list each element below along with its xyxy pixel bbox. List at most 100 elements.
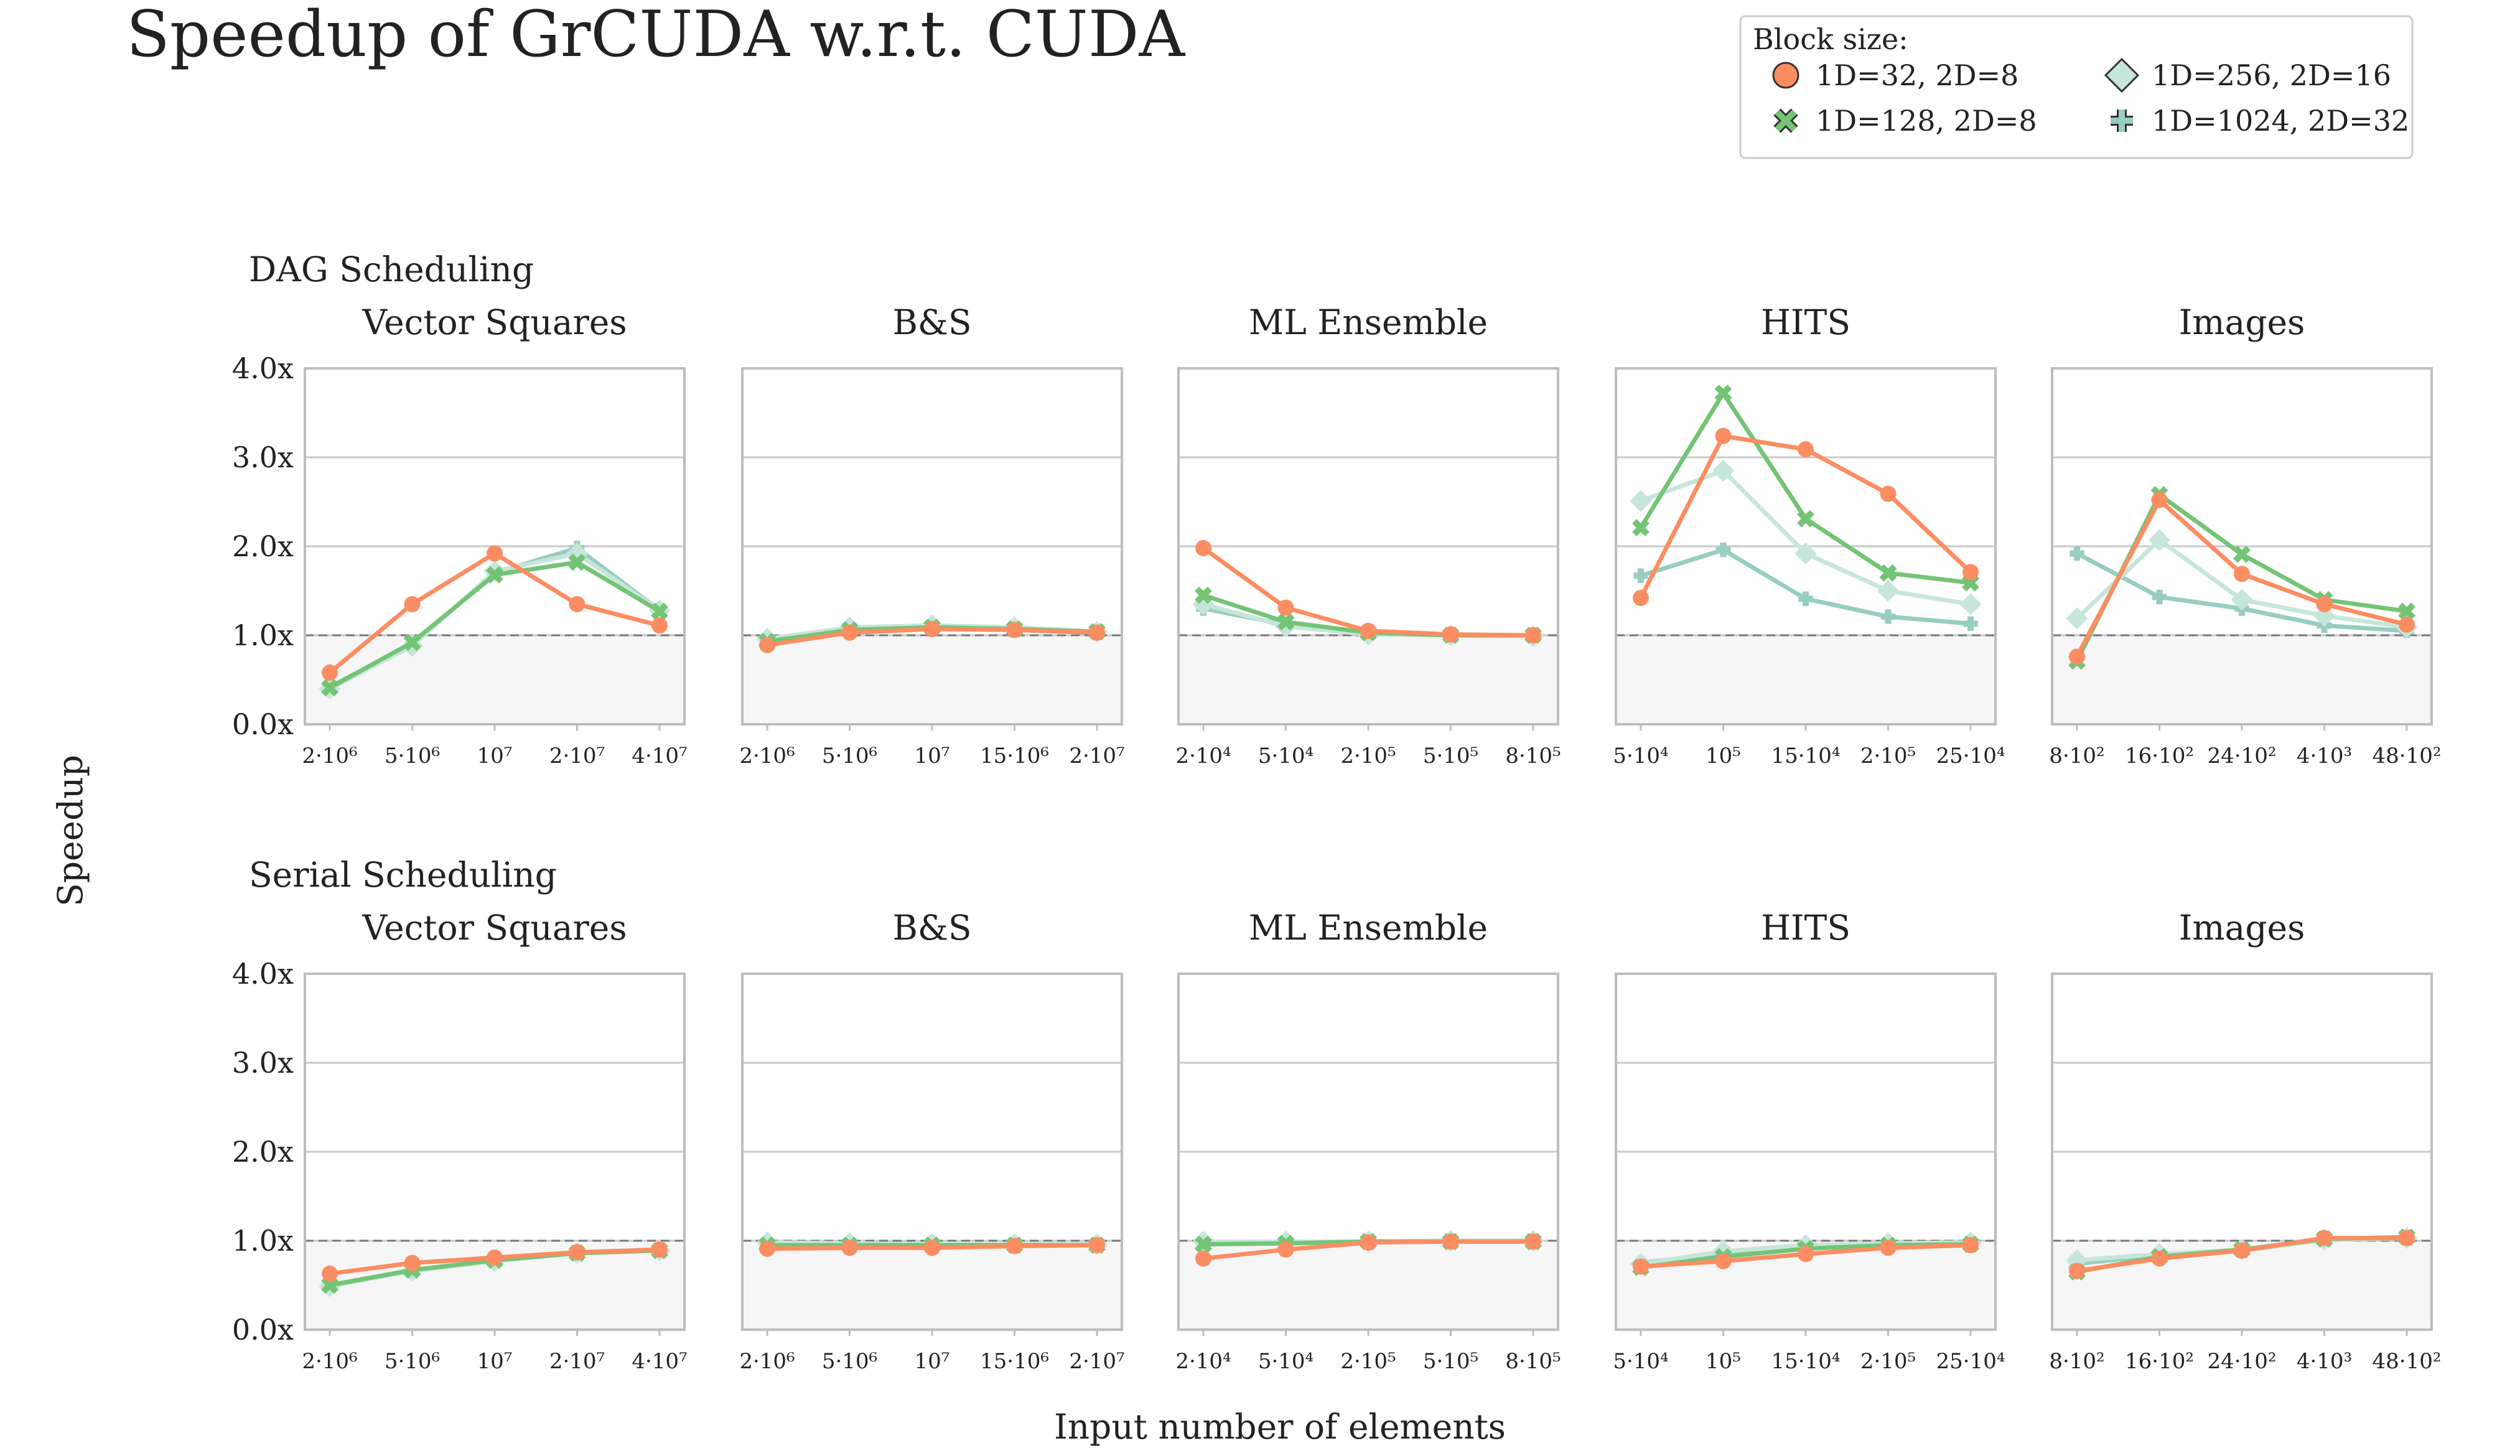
- data-point: [1633, 589, 1649, 606]
- data-point: [487, 1249, 503, 1266]
- panel: ML Ensemble 2·10⁴ 5·10⁴ 2·10⁵ 5·10⁵ 8·10⁵: [1175, 908, 1561, 1374]
- y-tick-label: 3.0x: [232, 1046, 294, 1080]
- data-point: [1632, 519, 1650, 536]
- x-tick-label: 25·10⁴: [1936, 744, 2005, 768]
- panel-title: B&S: [892, 908, 971, 948]
- data-point: [1195, 586, 1212, 604]
- data-point: [2399, 616, 2415, 633]
- x-tick-label: 2·10⁷: [549, 744, 605, 768]
- x-tick-label: 5·10⁵: [1423, 1349, 1478, 1374]
- x-tick-label: 5·10⁴: [1613, 1349, 1668, 1374]
- data-point: [1880, 485, 1897, 502]
- data-point: [1633, 1258, 1649, 1275]
- series-line: [1640, 468, 1971, 607]
- y-tick-label: 2.0x: [232, 1135, 294, 1169]
- data-point: [1712, 459, 1735, 482]
- data-point: [1360, 1234, 1376, 1251]
- data-point: [2070, 546, 2084, 561]
- panel-title: Images: [2179, 908, 2305, 948]
- data-point: [1277, 599, 1294, 616]
- legend-label: 1D=1024, 2D=32: [2152, 104, 2409, 138]
- x-tick-label: 8·10²: [2049, 744, 2104, 768]
- legend-box: [1739, 15, 2414, 159]
- data-point: [924, 1239, 940, 1256]
- data-point: [404, 595, 421, 612]
- data-point: [1880, 1239, 1897, 1256]
- data-point: [2069, 648, 2085, 665]
- data-point: [651, 617, 668, 634]
- data-point: [322, 665, 338, 681]
- legend: Block size:1D=32, 2D=8 1D=128, 2D=8 1D=256…: [1739, 15, 2414, 159]
- x-tick-label: 5·10⁶: [385, 1349, 440, 1374]
- data-point: [1962, 564, 1979, 581]
- data-point: [1277, 613, 1295, 631]
- data-point: [2152, 589, 2167, 605]
- data-point: [1959, 593, 1982, 615]
- x-tick-label: 4·10⁷: [632, 1349, 687, 1374]
- data-point: [1360, 622, 1376, 639]
- y-axis-label: Speedup: [50, 755, 90, 907]
- x-tick-label: 8·10⁵: [1505, 1349, 1561, 1374]
- x-tick-label: 24·10²: [2208, 1349, 2277, 1374]
- x-tick-label: 4·10³: [2297, 744, 2352, 768]
- series-line: [1202, 546, 1534, 638]
- below-baseline-region: [305, 635, 684, 724]
- data-point: [2316, 595, 2333, 612]
- data-point: [1089, 624, 1105, 641]
- y-tick-label: 0.0x: [232, 707, 294, 741]
- data-point: [321, 1276, 338, 1294]
- data-point: [1715, 427, 1732, 444]
- data-point: [1006, 1238, 1023, 1254]
- x-tick-label: 5·10⁶: [822, 1349, 877, 1374]
- x-tick-label: 2·10⁴: [1175, 744, 1231, 768]
- x-tick-label: 2·10⁵: [1340, 1349, 1396, 1374]
- panel: HITS 5·10⁴ 10⁵ 15·10⁴ 2·10⁵ 25·10⁴: [1613, 302, 2005, 768]
- data-point: [2313, 604, 2336, 627]
- panel-title: B&S: [892, 302, 971, 342]
- data-point: [1089, 1237, 1105, 1254]
- data-point: [1195, 1235, 1212, 1253]
- data-point: [1195, 539, 1211, 556]
- data-point: [568, 553, 586, 571]
- x-tick-label: 25·10⁴: [1936, 1349, 2005, 1374]
- data-point: [2316, 1230, 2333, 1246]
- x-tick-label: 2·10⁵: [1340, 744, 1396, 768]
- x-tick-label: 5·10⁶: [822, 744, 877, 768]
- x-tick-label: 10⁷: [477, 744, 513, 768]
- data-point: [2231, 589, 2253, 611]
- data-point: [2233, 545, 2251, 563]
- data-point: [1714, 385, 1732, 402]
- x-tick-label: 2·10⁶: [739, 744, 795, 768]
- row-label: DAG Scheduling: [249, 250, 534, 289]
- data-point: [322, 1265, 338, 1282]
- panel: B&S 2·10⁶ 5·10⁶ 10⁷ 15·10⁶ 2·10⁷: [739, 908, 1124, 1374]
- panel-title: HITS: [1761, 302, 1850, 342]
- x-tick-label: 2·10⁶: [302, 744, 357, 768]
- x-tick-label: 48·10²: [2373, 1349, 2442, 1374]
- panel: Vector Squares 2·10⁶ 5·10⁶ 10⁷ 2·10⁷ 4·10⁷: [302, 908, 687, 1374]
- data-point: [759, 1240, 775, 1257]
- x-tick-label: 5·10⁴: [1258, 744, 1314, 768]
- y-tick-label: 2.0x: [232, 530, 294, 563]
- legend-entry: 1D=256, 2D=16: [2104, 57, 2391, 93]
- x-tick-label: 24·10²: [2208, 744, 2277, 768]
- data-point: [1006, 622, 1023, 638]
- x-tick-label: 5·10⁶: [385, 744, 440, 768]
- legend-entry: 1D=128, 2D=8: [1773, 104, 2037, 138]
- row-label: Serial Scheduling: [249, 855, 557, 895]
- x-tick-label: 15·10⁶: [980, 744, 1049, 768]
- data-point: [1798, 591, 1813, 607]
- data-point: [569, 1244, 586, 1261]
- x-tick-label: 5·10⁴: [1613, 744, 1668, 768]
- data-point: [1715, 543, 1731, 558]
- x-tick-label: 10⁷: [915, 1349, 950, 1374]
- data-point: [1963, 616, 1978, 632]
- y-tick-label: 4.0x: [232, 957, 294, 991]
- x-tick-label: 15·10⁴: [1771, 744, 1841, 768]
- data-point: [1880, 609, 1896, 624]
- data-point: [1442, 626, 1459, 643]
- data-point: [1798, 1246, 1814, 1262]
- data-point: [2151, 1250, 2168, 1267]
- data-point: [2066, 607, 2088, 630]
